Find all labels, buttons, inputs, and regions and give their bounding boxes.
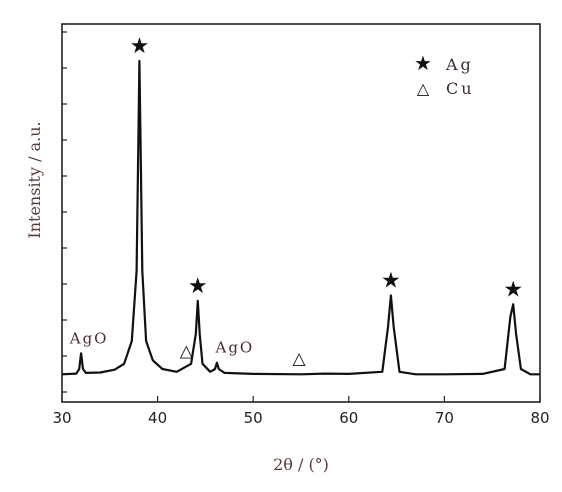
x-tick-label: 60 [339,409,358,427]
y-ticks [62,31,67,393]
phase-label: AgO [215,339,255,357]
star-icon: ★ [414,51,432,75]
star-icon: ★ [130,34,150,59]
legend-label: Cu [446,79,475,98]
triangle-icon: △ [180,341,194,361]
x-ticks: 30 40 50 60 70 80 [52,396,550,427]
triangle-icon: △ [293,349,307,369]
x-tick-label: 80 [530,409,549,427]
plot-frame [61,23,541,403]
star-icon: ★ [381,269,401,294]
peak-annotations: ★ ★ ★ ★ AgO AgO △ △ [69,34,523,369]
x-tick-label: 70 [435,409,454,427]
triangle-icon: △ [417,79,430,98]
x-tick-label: 40 [148,409,167,427]
star-icon: ★ [188,274,208,299]
legend: ★ Ag △ Cu [414,51,475,98]
star-icon: ★ [503,277,523,302]
x-axis-title: 2θ / (°) [273,455,329,474]
xrd-pattern-line [61,59,540,376]
legend-label: Ag [445,55,474,74]
phase-label: AgO [69,329,109,347]
x-tick-label: 30 [52,409,71,427]
x-tick-label: 50 [244,409,263,427]
y-axis-title: Intensity / a.u. [25,121,44,238]
